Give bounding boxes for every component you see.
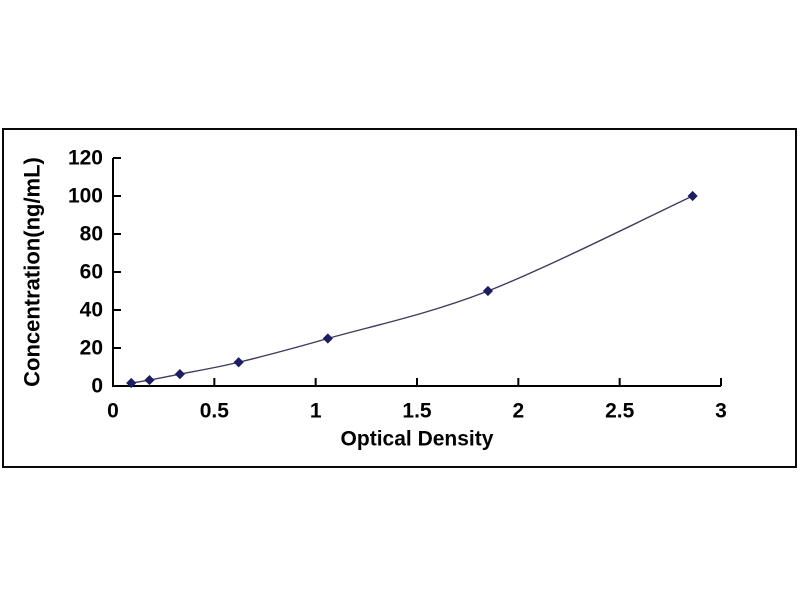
x-tick-label: 0.5 <box>200 400 230 423</box>
y-tick-label: 20 <box>80 337 103 360</box>
x-tick-label: 2 <box>512 400 524 423</box>
y-tick-label: 60 <box>80 261 103 284</box>
data-point-marker <box>687 190 698 202</box>
data-point-marker <box>322 333 333 344</box>
x-tick-label: 0 <box>107 400 119 423</box>
chart-frame: 0 20 40 60 80 100 120 0 0.5 1 1.5 2 2.5 3 Optical Dens… <box>2 128 797 468</box>
x-axis-title: Optical Density <box>341 428 494 451</box>
data-point-marker <box>482 285 494 297</box>
y-axis-title: Concentration(ng/mL) <box>20 157 45 387</box>
y-tick-label: 80 <box>80 223 103 246</box>
x-tick-label: 1.5 <box>402 400 432 423</box>
y-tick-label: 40 <box>80 299 103 322</box>
data-point-marker <box>233 357 244 368</box>
x-tick-label: 3 <box>715 400 727 423</box>
series-line <box>131 195 693 384</box>
y-tick-label: 0 <box>91 375 103 398</box>
standard-curve-chart: 0 20 40 60 80 100 120 0 0.5 1 1.5 2 2.5 3 Optical Dens… <box>20 147 727 451</box>
y-tick-label: 120 <box>68 147 103 170</box>
data-point-marker <box>126 377 137 389</box>
data-point-marker <box>174 369 185 380</box>
data-point-marker <box>144 374 155 386</box>
x-tick-label: 2.5 <box>605 400 635 423</box>
x-tick-label: 1 <box>310 400 322 423</box>
y-tick-label: 100 <box>68 185 103 208</box>
